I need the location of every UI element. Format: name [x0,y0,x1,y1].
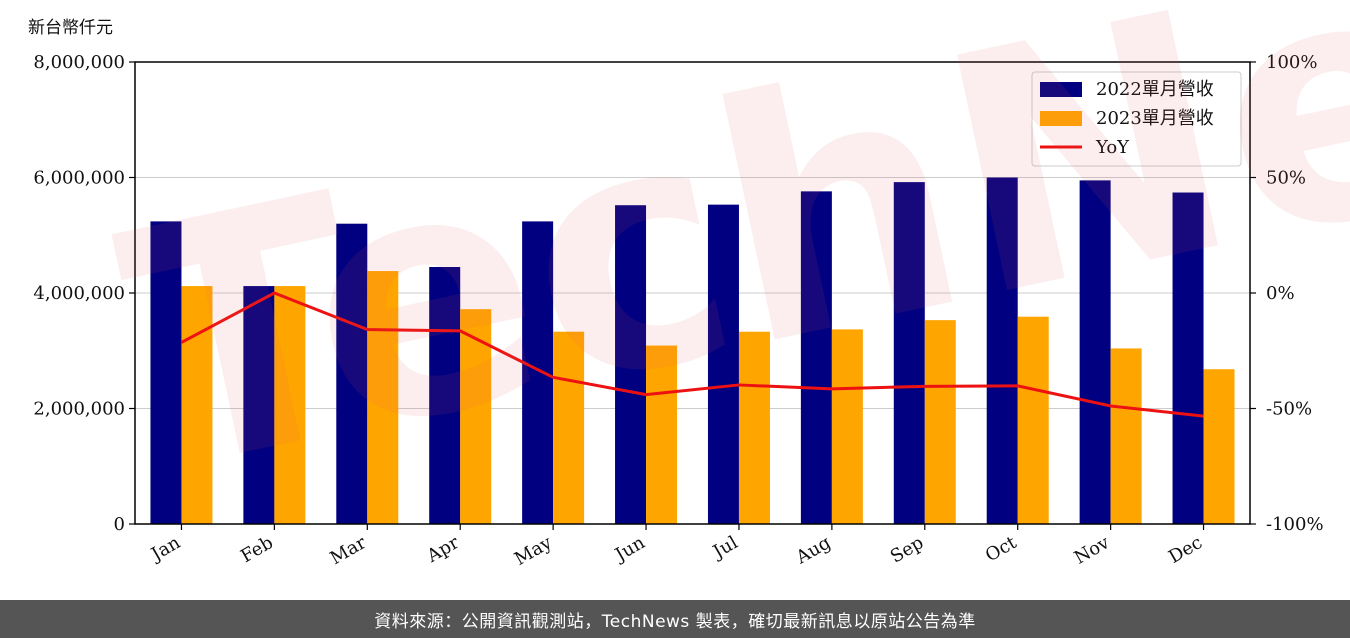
legend-swatch-0 [1040,82,1082,97]
left-tick-label-4: 8,000,000 [33,52,125,73]
right-tick-label-3: 50% [1266,168,1306,189]
bar-1-sep [924,320,956,524]
bar-0-nov [1079,180,1111,524]
footer-text: 資料來源：公開資訊觀測站，TechNews 製表，確切最新訊息以原站公告為準 [374,611,976,632]
right-tick-label-4: 100% [1266,52,1317,73]
bar-1-apr [460,309,492,524]
x-tick-label-apr: Apr [423,532,463,567]
legend-label-0: 2022單月營收 [1096,79,1214,100]
bar-0-sep [893,182,925,524]
x-tick-label-oct: Oct [982,532,1021,567]
bar-1-nov [1110,348,1142,524]
bar-0-jun [615,205,647,524]
x-axis-ticks: Jan Feb Mar Apr May Jun Jul Aug Sep Oct Nov Dec [146,524,1206,570]
bar-0-oct [986,177,1018,524]
left-axis-unit-label: 新台幣仟元 [28,18,113,38]
bar-1-aug [831,329,863,524]
x-tick-label-dec: Dec [1165,532,1206,568]
yoy-line-layer [180,291,1204,418]
legend-box [1031,71,1242,167]
left-tick-label-0: 0 [114,514,125,535]
right-tick-label-2: 0% [1266,283,1295,304]
x-tick-label-nov: Nov [1071,532,1114,569]
x-tick-label-mar: Mar [327,532,371,569]
bar-1-jul [738,331,770,524]
bar-0-aug [800,191,832,525]
x-tick-label-jul: Jul [708,532,742,564]
yoy-line [180,291,1204,418]
source-footer: 資料來源：公開資訊觀測站，TechNews 製表，確切最新訊息以原站公告為準 [0,600,1350,638]
bar-0-feb [243,286,275,524]
bar-1-may [553,331,585,524]
left-axis-ticks: 0 2,000,000 4,000,000 6,000,000 8,000,000 [33,52,135,535]
left-tick-label-1: 2,000,000 [33,399,125,420]
left-tick-label-3: 6,000,000 [33,168,125,189]
bar-0-jan [150,221,182,524]
x-tick-label-sep: Sep [887,532,927,567]
legend-label-1: 2023單月營收 [1096,108,1214,129]
bar-1-jun [646,345,678,524]
bars [150,177,1235,525]
bar-1-mar [367,271,399,524]
x-tick-label-feb: Feb [237,532,277,567]
gridlines [135,177,1250,409]
x-tick-label-jun: Jun [610,532,649,567]
bar-1-jan [181,286,213,524]
bar-0-may [522,221,554,524]
x-tick-label-jan: Jan [146,532,184,566]
legend: 2022單月營收 2023單月營收 YoY [1031,71,1242,167]
right-tick-label-1: -50% [1266,399,1312,420]
x-tick-label-may: May [511,532,556,570]
right-tick-label-0: -100% [1266,514,1324,535]
revenue-chart: 新台幣仟元 0 2,000,000 4,000,000 6,000,000 8,000,… [28,18,1324,570]
x-tick-label-aug: Aug [792,532,835,569]
bar-1-oct [1017,316,1049,524]
left-tick-label-2: 4,000,000 [33,283,125,304]
bar-0-mar [336,223,368,524]
right-axis-ticks: -100% -50% 0% 50% 100% [1250,52,1324,535]
bar-0-jul [707,204,739,524]
bar-1-feb [274,286,306,524]
legend-swatch-1 [1040,111,1082,126]
bar-0-apr [429,267,461,524]
legend-label-2: YoY [1095,137,1130,158]
bar-0-dec [1172,192,1204,524]
bar-1-dec [1203,369,1235,524]
